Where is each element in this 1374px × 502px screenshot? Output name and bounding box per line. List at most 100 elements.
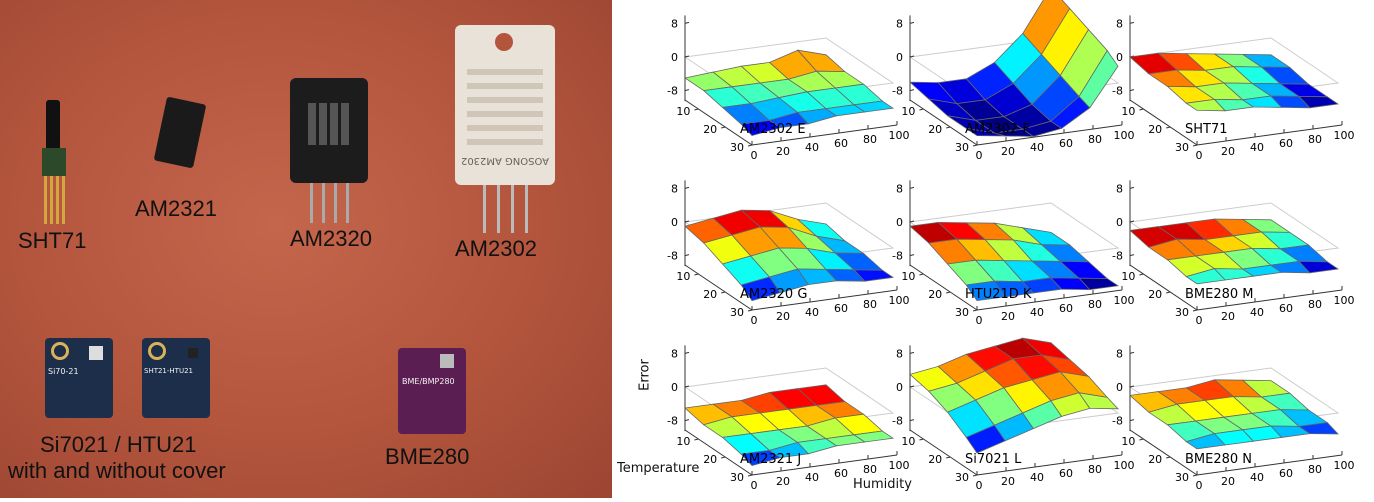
temperature-tick-label: 10 <box>1121 270 1135 283</box>
temperature-tick-label: 30 <box>955 141 969 154</box>
z-tick-label: -8 <box>667 85 678 98</box>
surface <box>683 49 895 137</box>
temperature-axis <box>1129 99 1198 146</box>
am2320-sensor <box>290 78 368 226</box>
z-tick-label: 8 <box>671 17 678 30</box>
temperature-tick-label: 10 <box>901 435 915 448</box>
z-tick <box>684 55 690 58</box>
humidity-tick-label: 40 <box>805 306 819 319</box>
temperature-tick <box>694 273 699 276</box>
temperature-tick <box>1192 144 1198 147</box>
temperature-tick <box>1166 456 1171 459</box>
z-tick-label: 0 <box>671 216 678 229</box>
z-tick <box>1129 89 1135 92</box>
temperature-tick <box>946 291 951 294</box>
humidity-tick-label: 80 <box>1088 463 1102 476</box>
z-tick <box>684 89 690 92</box>
z-tick-label: -8 <box>892 250 903 263</box>
z-tick <box>909 254 915 257</box>
z-tick <box>909 186 915 189</box>
temperature-tick <box>694 438 699 441</box>
surface-patch <box>1078 392 1119 410</box>
z-tick <box>909 419 915 422</box>
humidity-axis <box>751 289 898 311</box>
surface <box>1129 379 1339 450</box>
humidity-tick-label: 80 <box>1308 298 1322 311</box>
humidity-tick-label: 0 <box>1196 149 1203 162</box>
label-with-without-cover: with and without cover <box>8 458 226 483</box>
humidity-tick-label: 40 <box>1250 471 1264 484</box>
humidity-tick-label: 60 <box>834 137 848 150</box>
z-tick-label: 8 <box>1116 17 1123 30</box>
humidity-tick-label: 20 <box>1221 475 1235 488</box>
temperature-axis <box>1129 429 1198 476</box>
humidity-tick-label: 0 <box>751 314 758 327</box>
z-tick-label: -8 <box>892 85 903 98</box>
humidity-tick-label: 20 <box>1221 310 1235 323</box>
humidity-axis <box>751 124 898 146</box>
humidity-tick-label: 40 <box>1250 306 1264 319</box>
humidity-axis <box>976 124 1123 146</box>
label-am2320: AM2320 <box>290 226 372 251</box>
temperature-tick-label: 30 <box>955 306 969 319</box>
label-am2302: AM2302 <box>455 236 537 261</box>
label-si7021-htu21: Si7021 / HTU21 <box>40 432 197 457</box>
temperature-tick-label: 20 <box>928 453 942 466</box>
z-tick <box>684 385 690 388</box>
humidity-tick-label: 100 <box>889 459 910 472</box>
humidity-tick-label: 60 <box>834 302 848 315</box>
humidity-tick-label: 80 <box>1308 463 1322 476</box>
temperature-tick <box>972 474 978 477</box>
z-tick-label: 8 <box>1116 347 1123 360</box>
humidity-tick-label: 0 <box>976 314 983 327</box>
z-tick-label: 0 <box>896 381 903 394</box>
temperature-tick <box>747 144 753 147</box>
surface <box>684 209 895 302</box>
temperature-tick-label: 10 <box>676 435 690 448</box>
humidity-tick-label: 100 <box>1334 129 1355 142</box>
humidity-tick-label: 20 <box>1001 475 1015 488</box>
z-tick-label: -8 <box>667 415 678 428</box>
temperature-tick-label: 10 <box>901 105 915 118</box>
humidity-tick-label: 40 <box>1030 471 1044 484</box>
humidity-tick-label: 80 <box>1088 298 1102 311</box>
temperature-tick <box>721 126 726 129</box>
z-tick-label: 0 <box>1116 51 1123 64</box>
temperature-tick-label: 10 <box>901 270 915 283</box>
surface-patch <box>1078 277 1120 291</box>
humidity-tick-label: 0 <box>1196 314 1203 327</box>
z-tick-label: 0 <box>896 216 903 229</box>
temperature-tick <box>1139 438 1144 441</box>
label-sht71: SHT71 <box>18 228 87 253</box>
z-tick-label: -8 <box>892 415 903 428</box>
humidity-tick-label: 60 <box>834 467 848 480</box>
humidity-tick-label: 0 <box>976 479 983 492</box>
surface-plot-sht71: -8 0 8 10 20 30 0 20 40 60 80 100 SHT71 <box>1112 15 1355 162</box>
humidity-tick-label: 0 <box>1196 479 1203 492</box>
temperature-tick-label: 30 <box>1175 471 1189 484</box>
z-tick <box>684 419 690 422</box>
temperature-tick <box>972 309 978 312</box>
z-tick-label: -8 <box>1112 250 1123 263</box>
humidity-tick-label: 60 <box>1059 137 1073 150</box>
z-tick-label: 0 <box>671 381 678 394</box>
humidity-tick-label: 20 <box>1001 145 1015 158</box>
humidity-axis <box>976 454 1123 476</box>
label-bme280: BME280 <box>385 444 470 469</box>
z-tick <box>1129 385 1135 388</box>
temperature-tick <box>1139 108 1144 111</box>
humidity-tick-label: 60 <box>1059 467 1073 480</box>
temperature-tick <box>919 108 924 111</box>
humidity-tick-label: 80 <box>863 298 877 311</box>
temperature-tick <box>747 474 753 477</box>
plot-title: AM2302 E <box>740 122 806 137</box>
z-tick <box>1129 351 1135 354</box>
temperature-tick-label: 30 <box>730 306 744 319</box>
surface-patch <box>1298 260 1340 274</box>
z-tick-label: -8 <box>1112 85 1123 98</box>
ylabel: Temperature <box>617 461 700 476</box>
z-tick <box>909 21 915 24</box>
